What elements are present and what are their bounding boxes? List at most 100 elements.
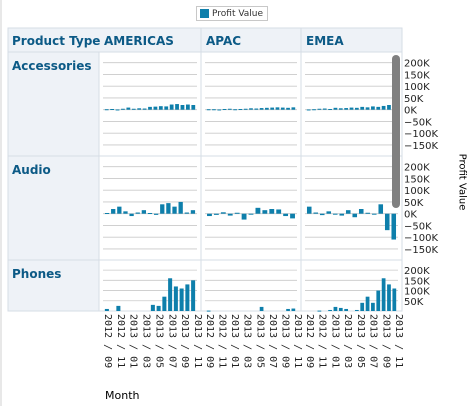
x-axis-title: Month bbox=[105, 389, 140, 402]
bar bbox=[254, 108, 259, 110]
bar bbox=[371, 106, 375, 110]
bar bbox=[243, 108, 248, 110]
bar bbox=[121, 108, 125, 110]
bar bbox=[381, 278, 386, 311]
bar bbox=[169, 104, 174, 110]
bar bbox=[291, 308, 296, 311]
bar bbox=[168, 278, 173, 311]
bar bbox=[376, 290, 381, 311]
x-tick-label: 2013 / 11 bbox=[292, 314, 303, 368]
y-tick-label: −50K bbox=[404, 117, 432, 128]
bar bbox=[332, 213, 338, 215]
legend: Profit Value bbox=[196, 6, 268, 21]
bar bbox=[131, 108, 136, 110]
bar bbox=[156, 305, 161, 311]
bar bbox=[286, 308, 290, 311]
bar bbox=[178, 201, 183, 214]
bar bbox=[265, 107, 269, 110]
row-header-title: Product Type bbox=[12, 34, 100, 48]
x-tick-label: 2013 / 03 bbox=[141, 314, 152, 368]
bar bbox=[312, 109, 316, 111]
y-tick-label: 200K bbox=[404, 59, 430, 70]
bar bbox=[129, 213, 134, 217]
x-tick-label: 2013 / 07 bbox=[368, 314, 379, 368]
bar bbox=[275, 107, 280, 110]
y-axis-title: Profit Value bbox=[456, 153, 468, 211]
bar bbox=[185, 284, 190, 311]
bar bbox=[319, 213, 325, 216]
bar bbox=[280, 107, 285, 110]
bar bbox=[317, 108, 322, 110]
x-tick-label: 2013 / 05 bbox=[153, 314, 164, 368]
bar bbox=[365, 107, 370, 110]
x-tick-label: 2012 / 11 bbox=[317, 314, 328, 368]
x-tick-label: 2013 / 03 bbox=[342, 314, 353, 368]
bar bbox=[378, 204, 384, 214]
bar bbox=[153, 213, 159, 215]
bar bbox=[150, 304, 155, 311]
bar bbox=[190, 210, 196, 214]
bar bbox=[290, 213, 295, 219]
bar bbox=[175, 104, 179, 110]
bar bbox=[115, 109, 120, 111]
bar bbox=[328, 309, 332, 311]
bar bbox=[180, 105, 185, 110]
bar bbox=[207, 213, 212, 217]
bar bbox=[164, 106, 169, 110]
x-tick-label: 2012 / 09 bbox=[304, 314, 315, 368]
bar bbox=[333, 306, 338, 311]
bar bbox=[213, 213, 219, 215]
x-tick-label: 2012 / 09 bbox=[102, 314, 113, 368]
bar bbox=[141, 210, 147, 214]
bar bbox=[123, 211, 128, 214]
bar bbox=[371, 302, 375, 311]
bar bbox=[173, 286, 178, 311]
bar bbox=[352, 213, 358, 218]
bar bbox=[241, 213, 247, 220]
bar bbox=[172, 206, 177, 214]
y-tick-label: 200K bbox=[404, 163, 430, 174]
column-header-americas: AMERICAS bbox=[104, 34, 174, 48]
bar bbox=[326, 211, 332, 214]
x-tick-label: 2013 / 09 bbox=[279, 314, 290, 368]
bar bbox=[191, 105, 196, 110]
bar bbox=[306, 109, 311, 111]
bar bbox=[354, 309, 359, 311]
bar bbox=[270, 107, 275, 110]
bar bbox=[365, 212, 371, 214]
row-header-accessories: Accessories bbox=[12, 59, 92, 73]
bar bbox=[387, 284, 391, 311]
column-header-emea: EMEA bbox=[306, 34, 344, 48]
bar bbox=[234, 212, 240, 214]
bar bbox=[276, 209, 282, 214]
bar bbox=[338, 108, 343, 110]
x-tick-label: 2013 / 09 bbox=[179, 314, 190, 368]
bar bbox=[376, 106, 381, 110]
column-header-band bbox=[7, 27, 403, 53]
x-tick-label: 2013 / 11 bbox=[393, 314, 404, 368]
bar bbox=[153, 106, 158, 110]
x-tick-label: 2013 / 01 bbox=[128, 314, 139, 368]
vertical-scrollbar-thumb[interactable] bbox=[392, 55, 400, 208]
bar bbox=[126, 107, 131, 110]
y-tick-label: 0K bbox=[404, 106, 417, 117]
bar bbox=[344, 108, 349, 110]
bar bbox=[249, 108, 253, 110]
y-tick-label: −100K bbox=[404, 129, 438, 140]
x-tick-label: 2013 / 01 bbox=[229, 314, 240, 368]
bar bbox=[222, 108, 227, 110]
bar bbox=[291, 107, 296, 110]
y-tick-label: −150K bbox=[404, 141, 438, 152]
y-tick-label: 50K bbox=[404, 94, 424, 105]
bar bbox=[104, 212, 110, 214]
bar bbox=[227, 213, 233, 216]
bar bbox=[360, 302, 365, 311]
row-header-band bbox=[7, 51, 100, 312]
bar bbox=[217, 109, 222, 111]
bar bbox=[137, 108, 142, 110]
bar bbox=[166, 203, 171, 214]
x-tick-label: 2013 / 07 bbox=[166, 314, 177, 368]
bar bbox=[158, 106, 163, 110]
y-tick-label: 150K bbox=[404, 276, 430, 287]
